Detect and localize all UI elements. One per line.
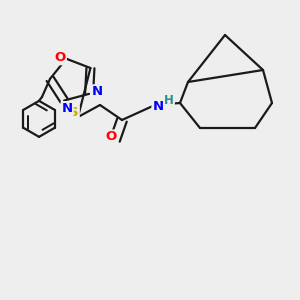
Text: N: N [92,85,103,98]
Text: H: H [164,94,174,107]
Text: O: O [105,130,117,143]
Text: N: N [152,100,164,113]
Text: O: O [55,51,66,64]
Text: N: N [61,102,73,115]
Text: S: S [69,106,79,119]
